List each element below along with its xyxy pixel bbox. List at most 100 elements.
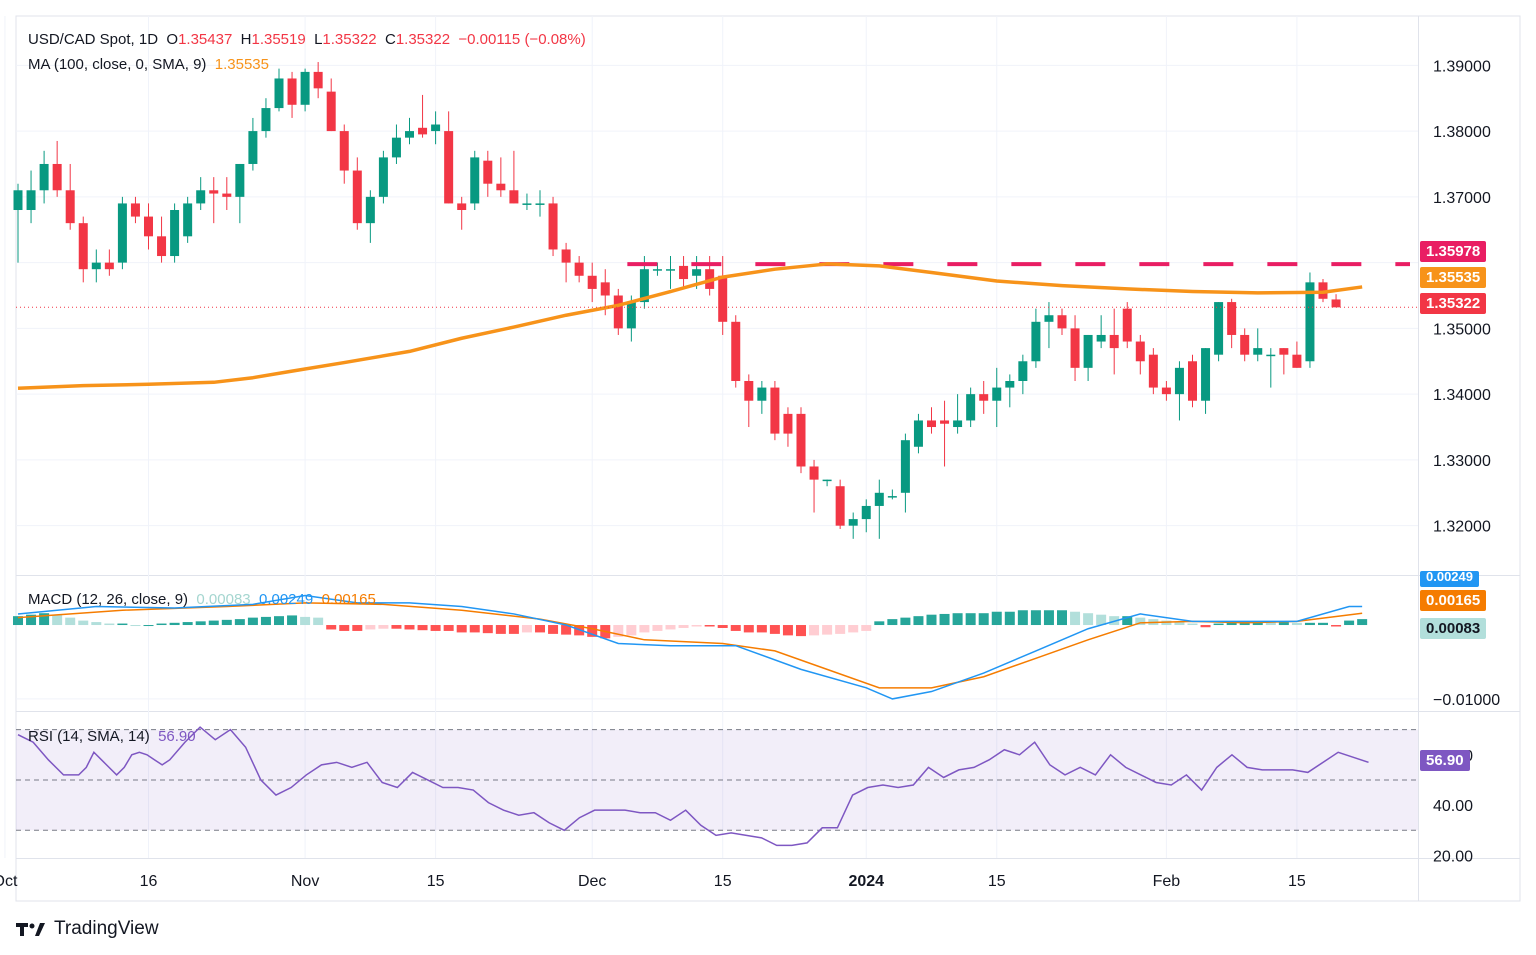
candle-body	[300, 71, 310, 105]
macd-hist-bar	[339, 625, 350, 631]
candle-body	[1227, 302, 1237, 335]
candle-body	[157, 236, 167, 257]
macd-hist-bar	[848, 625, 859, 633]
candle-body	[522, 203, 532, 205]
macd-hist-bar	[495, 625, 506, 634]
macd-hist-bar	[952, 613, 963, 626]
macd-hist-bar	[404, 625, 415, 630]
tradingview-brand: TradingView	[54, 918, 159, 939]
candle-body	[274, 78, 284, 109]
candle-body	[796, 413, 806, 467]
candle-body	[444, 131, 454, 204]
price-axis-tick: 1.34000	[1433, 387, 1491, 404]
macd-hist-bar	[730, 625, 741, 631]
macd-hist-bar	[1070, 611, 1081, 626]
candle-body	[1240, 334, 1250, 355]
candle-body	[235, 163, 245, 197]
candle-body	[861, 505, 871, 520]
ma-legend-label: MA (100, close, 0, SMA, 9)	[28, 56, 207, 73]
macd-hist-bar	[39, 613, 50, 626]
macd-hist-bar	[365, 625, 376, 630]
macd-hist-bar	[900, 617, 911, 626]
candle-body	[1253, 348, 1263, 355]
candle-body	[183, 203, 193, 237]
time-axis-tick: 15	[988, 873, 1006, 890]
macd-hist-bar	[182, 622, 193, 626]
macd-hist-bar	[1174, 622, 1185, 626]
macd-hist-bar	[482, 625, 493, 634]
candle-body	[731, 321, 741, 381]
macd-hist-bar	[169, 622, 180, 626]
candle-body	[104, 262, 114, 270]
macd-hist-bar	[1278, 622, 1289, 626]
ma100-line	[17, 262, 1363, 390]
macd-hist-bar	[391, 625, 402, 629]
signal-scale-label: 0.00165	[1420, 590, 1487, 611]
macd-hist-bar	[52, 614, 63, 626]
candle-body	[1031, 321, 1041, 362]
macd-hist-bar	[313, 617, 324, 626]
macd-legend[interactable]: MACD (12, 26, close, 9) 0.00083 0.00249 …	[28, 591, 376, 608]
macd-hist-bar	[861, 625, 872, 631]
time-axis-tick: Oct	[0, 873, 18, 890]
tradingview-logo[interactable]: TradingView	[16, 914, 159, 944]
candle-body	[405, 131, 414, 138]
candle-body	[979, 394, 989, 401]
candle-body	[496, 183, 506, 191]
time-axis-tick: Feb	[1153, 873, 1181, 890]
candle-body	[1135, 341, 1145, 362]
macd-hist-bar	[796, 625, 806, 637]
macd-hist-bar	[300, 616, 311, 626]
macd-hist-bar	[809, 625, 820, 636]
macd-hist-bar	[1030, 610, 1041, 626]
macd-hist-bar	[417, 625, 428, 631]
candle-body	[509, 190, 519, 204]
candle-body	[561, 249, 571, 263]
candle-body	[1018, 361, 1028, 381]
macd-hist-bar	[1357, 619, 1368, 626]
macd-hist-bar	[156, 623, 167, 626]
macd-hist-bar	[1331, 625, 1342, 627]
macd-hist-bar	[1017, 610, 1028, 626]
macd-signal-line	[17, 602, 1363, 689]
macd-hist-bar	[91, 622, 102, 626]
macd-hist-bar	[1083, 613, 1094, 626]
ma-legend[interactable]: MA (100, close, 0, SMA, 9) 1.35535	[28, 56, 269, 73]
price-axis-tick: 1.37000	[1433, 190, 1491, 207]
candle-body	[326, 91, 336, 132]
candle-body	[1070, 328, 1080, 368]
time-axis-tick: 15	[427, 873, 445, 890]
macd-hist-bar	[743, 625, 754, 633]
macd-hist-bar	[965, 613, 976, 626]
open-label: O	[166, 31, 179, 48]
candle-body	[457, 203, 467, 211]
candle-body	[1292, 354, 1302, 368]
macd-hist-bar	[117, 623, 128, 626]
macd-hist-bar	[260, 616, 271, 626]
candle-body	[339, 131, 349, 171]
candle-body	[835, 486, 845, 526]
candle-body	[809, 466, 819, 480]
candle-body	[692, 269, 702, 276]
macd-hist-bar	[978, 613, 989, 626]
candle-body	[822, 479, 832, 482]
rsi-legend[interactable]: RSI (14, SMA, 14) 56.90	[28, 728, 196, 745]
macd-hist-bar	[991, 611, 1002, 626]
macd-hist-bar	[221, 619, 232, 626]
macd-hist-bar	[1200, 625, 1211, 628]
macd-hist-bar	[926, 614, 937, 626]
macd-hist-bar	[1344, 620, 1355, 626]
macd-histogram	[13, 610, 1368, 639]
rsi-legend-value: 56.90	[158, 728, 196, 745]
candle-body	[626, 302, 636, 329]
candle-body	[391, 137, 401, 158]
candle-body	[1109, 334, 1119, 349]
macd-hist-bar	[508, 625, 519, 634]
candle-body	[222, 193, 232, 197]
time-axis-tick: Nov	[291, 873, 319, 890]
macd-hist-bar	[378, 625, 389, 629]
candle-body	[1005, 380, 1015, 388]
candle-body	[13, 190, 23, 211]
macd-hist-bar	[469, 625, 480, 633]
